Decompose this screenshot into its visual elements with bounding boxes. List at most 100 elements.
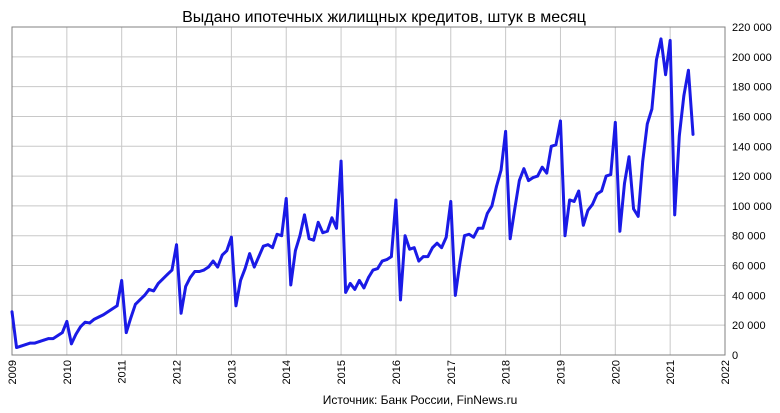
data-point bbox=[321, 231, 325, 235]
data-point bbox=[202, 268, 206, 272]
data-point bbox=[289, 283, 293, 287]
data-point bbox=[83, 320, 87, 324]
data-point bbox=[399, 298, 402, 302]
data-point bbox=[230, 235, 233, 239]
data-point bbox=[636, 215, 640, 218]
data-point bbox=[10, 310, 14, 314]
data-point bbox=[367, 276, 370, 279]
data-point bbox=[380, 259, 384, 263]
data-point bbox=[326, 229, 329, 233]
data-point bbox=[412, 246, 416, 249]
data-point bbox=[403, 234, 407, 238]
data-point bbox=[490, 204, 494, 208]
data-point bbox=[252, 265, 256, 269]
data-point bbox=[220, 253, 224, 257]
data-point bbox=[344, 291, 347, 294]
data-point bbox=[339, 159, 343, 163]
data-point bbox=[102, 313, 105, 317]
data-point bbox=[495, 185, 498, 188]
data-point bbox=[614, 121, 617, 124]
x-tick-label: 2018 bbox=[501, 360, 513, 384]
y-tick-label: 120 000 bbox=[732, 171, 772, 183]
data-point bbox=[444, 235, 448, 239]
data-point bbox=[92, 317, 96, 321]
data-point bbox=[394, 198, 398, 202]
y-tick-label: 160 000 bbox=[732, 111, 772, 123]
data-point bbox=[97, 315, 101, 319]
data-point bbox=[15, 346, 18, 349]
data-point bbox=[335, 226, 338, 230]
data-point bbox=[431, 246, 434, 249]
data-point bbox=[74, 332, 78, 336]
x-tick-label: 2011 bbox=[117, 360, 129, 384]
data-point bbox=[687, 68, 690, 72]
y-tick-label: 60 000 bbox=[732, 261, 766, 273]
data-point bbox=[234, 304, 238, 308]
data-point bbox=[257, 255, 261, 258]
data-point bbox=[47, 337, 50, 340]
data-point bbox=[540, 165, 544, 169]
data-point bbox=[463, 234, 466, 238]
y-tick-label: 200 000 bbox=[732, 52, 772, 64]
data-point bbox=[280, 234, 283, 238]
x-tick-label: 2016 bbox=[391, 360, 403, 384]
data-point bbox=[211, 259, 215, 263]
data-point bbox=[673, 213, 677, 217]
y-axis-ticks: 0 20 000 40 000 60 000 80 000 100 000 120 000 1… bbox=[732, 22, 772, 362]
data-point bbox=[111, 307, 114, 311]
data-point bbox=[609, 173, 613, 176]
data-point bbox=[243, 267, 247, 270]
data-point bbox=[664, 73, 667, 77]
data-point bbox=[147, 288, 151, 291]
data-point bbox=[316, 221, 320, 224]
x-tick-label: 2019 bbox=[555, 360, 567, 384]
data-point bbox=[24, 343, 28, 346]
data-point bbox=[467, 232, 471, 236]
data-point bbox=[426, 255, 430, 258]
y-tick-label: 180 000 bbox=[732, 82, 772, 94]
x-tick-label: 2010 bbox=[62, 360, 74, 384]
data-point bbox=[129, 316, 133, 320]
data-point bbox=[632, 207, 635, 211]
data-point bbox=[120, 279, 123, 282]
data-point bbox=[266, 243, 270, 246]
data-point bbox=[595, 192, 599, 196]
data-point bbox=[545, 171, 549, 175]
data-point bbox=[522, 167, 526, 170]
data-point bbox=[362, 286, 366, 290]
gridlines bbox=[11, 26, 726, 356]
data-point bbox=[216, 265, 219, 269]
data-point bbox=[527, 179, 530, 182]
data-point bbox=[179, 311, 183, 315]
data-point bbox=[161, 277, 165, 281]
data-point bbox=[271, 246, 274, 249]
data-point bbox=[28, 341, 32, 345]
data-point bbox=[42, 338, 46, 342]
data-point bbox=[627, 155, 631, 159]
data-point bbox=[175, 243, 178, 246]
data-point bbox=[476, 226, 480, 230]
data-point bbox=[600, 189, 603, 193]
data-point bbox=[531, 176, 535, 179]
data-point bbox=[659, 37, 663, 41]
x-axis-ticks: 2009 2010 2011 2012 2013 2014 2015 2016 2017 2018… bbox=[7, 360, 732, 384]
data-point bbox=[536, 174, 539, 178]
data-point bbox=[330, 216, 334, 220]
data-point bbox=[586, 209, 590, 212]
data-point bbox=[353, 288, 357, 291]
data-point bbox=[106, 310, 110, 314]
y-tick-label: 140 000 bbox=[732, 141, 772, 153]
data-point bbox=[591, 203, 594, 206]
data-point bbox=[691, 133, 695, 136]
data-point bbox=[248, 252, 251, 255]
data-point bbox=[152, 289, 155, 293]
data-point bbox=[358, 279, 361, 282]
data-point bbox=[458, 261, 462, 264]
data-point bbox=[188, 276, 192, 279]
data-point bbox=[623, 182, 626, 185]
y-tick-label: 100 000 bbox=[732, 201, 772, 213]
source-note: Источник: Банк России, FinNews.ru bbox=[323, 393, 518, 407]
x-tick-label: 2009 bbox=[7, 360, 19, 384]
y-tick-label: 40 000 bbox=[732, 290, 766, 302]
